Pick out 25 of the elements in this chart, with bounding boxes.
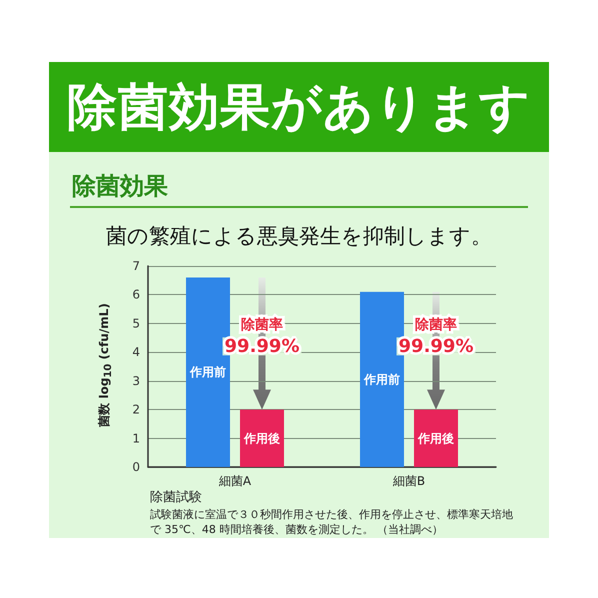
text: 作用前 [364, 372, 400, 386]
bar [414, 410, 458, 467]
annotation: 除菌率 [241, 316, 283, 333]
annotation: 除菌率 [415, 316, 457, 333]
y-tick-label: 7 [132, 259, 140, 273]
text: 菌の繁殖による悪臭発生を抑制します。 [105, 223, 493, 250]
x-tick-label: 細菌A [218, 474, 252, 488]
series-label: 作用前 [189, 365, 226, 380]
series-label: 作用後 [243, 431, 280, 446]
text: 除菌試験 [150, 489, 203, 507]
text: 作用後 [418, 431, 454, 446]
chart-subtitle: 除菌効果 [72, 171, 168, 202]
y-tick-label: 2 [132, 402, 140, 417]
y-tick-label: 6 [132, 288, 140, 302]
y-tick-label: 3 [132, 374, 140, 388]
y-tick-label: 5 [132, 316, 140, 330]
bar [240, 410, 284, 467]
y-tick-label: 1 [132, 431, 140, 446]
y-tick-label: 0 [132, 460, 140, 474]
text: 試験菌液に室温で３０秒間作用させた後、作用を停止させ、標準寒天培地で 35℃、48 時間培養後、菌数を測定した。 （当社調べ） [150, 507, 514, 537]
y-tick-label: 4 [132, 345, 140, 360]
annotation: 99.99% [398, 336, 474, 357]
x-tick-label: 細菌B [392, 474, 426, 488]
chart-title: 除菌効果があります [67, 76, 531, 138]
annotation: 99.99% [224, 336, 300, 357]
